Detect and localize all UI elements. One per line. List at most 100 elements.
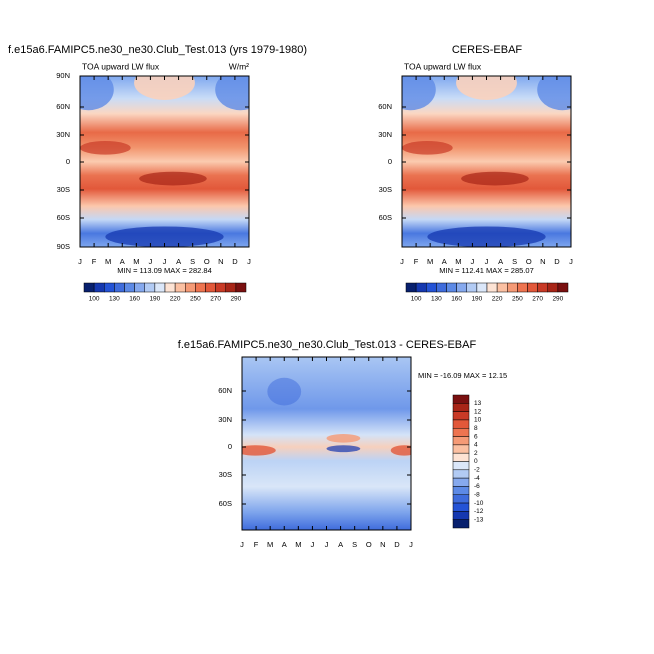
contour-blob (242, 445, 276, 456)
x-tick-label: J (163, 257, 167, 266)
y-tick-label: 0 (228, 442, 232, 451)
x-tick-label: D (554, 257, 560, 266)
colorbar-label: 4 (474, 442, 478, 449)
units-label: W/m² (229, 61, 249, 71)
contour-blob (134, 76, 195, 100)
colorbar-label: 130 (109, 296, 120, 303)
contour-blob (537, 76, 571, 111)
colorbar-label: 220 (492, 296, 503, 303)
colorbar-box (452, 411, 470, 421)
colorbar-box (452, 403, 470, 412)
y-tick-label: 30S (379, 185, 392, 194)
colorbar-label: 100 (89, 296, 100, 303)
contour-field (402, 76, 571, 247)
colorbar-label: 0 (474, 458, 478, 465)
x-tick-label: N (540, 257, 545, 266)
colorbar-box (446, 282, 457, 293)
y-tick-label: 90S (57, 242, 70, 251)
colorbar-label: 160 (129, 296, 140, 303)
colorbar-box (452, 486, 470, 495)
colorbar-box (83, 282, 95, 293)
colorbar-label: 190 (471, 296, 482, 303)
colorbar-box (154, 282, 166, 293)
colorbar-box (415, 282, 427, 293)
colorbar-box (452, 477, 470, 487)
panel-title: f.e15a6.FAMIPC5.ne30_ne30.Club_Test.013 … (178, 339, 477, 351)
colorbar-label: 10 (474, 417, 482, 424)
contour-blob (139, 171, 207, 186)
colorbar-box (405, 282, 417, 293)
colorbar-box (486, 282, 498, 293)
colorbar-label: 160 (451, 296, 462, 303)
y-tick-label: 0 (66, 157, 70, 166)
colorbar-box (93, 282, 105, 293)
x-tick-label: O (204, 257, 210, 266)
x-tick-label: F (254, 540, 259, 549)
y-tick-label: 30S (57, 185, 70, 194)
contour-blob (80, 76, 114, 111)
x-tick-label: D (394, 540, 400, 549)
contour-blob (427, 226, 546, 247)
colorbar-label: -2 (474, 467, 480, 474)
contour-blob (215, 76, 249, 111)
contour-blob (402, 140, 453, 155)
colorbar-box (452, 519, 470, 529)
colorbar-box (452, 469, 470, 479)
x-tick-label: J (400, 257, 404, 266)
x-tick-label: D (232, 257, 238, 266)
colorbar-box (452, 494, 470, 504)
x-tick-label: J (409, 540, 413, 549)
colorbar-box (185, 282, 196, 293)
colorbar-label: -13 (474, 516, 484, 523)
x-tick-label: M (267, 540, 273, 549)
x-tick-label: J (247, 257, 251, 266)
x-tick-label: A (338, 540, 343, 549)
colorbar-label: 8 (474, 425, 478, 432)
colorbar-label: 190 (149, 296, 160, 303)
contour-background (242, 357, 411, 530)
colorbar-box (466, 282, 478, 293)
colorbar-box (452, 394, 470, 404)
y-tick-label: 30N (218, 415, 232, 424)
panel-title: f.e15a6.FAMIPC5.ne30_ne30.Club_Test.013 … (8, 44, 307, 56)
x-tick-label: J (149, 257, 153, 266)
colorbar-box (114, 282, 125, 293)
contour-blob (105, 226, 224, 247)
panel-title: CERES-EBAF (452, 44, 523, 56)
x-tick-label: F (92, 257, 97, 266)
colorbar-box (426, 282, 437, 293)
colorbar-label: 290 (552, 296, 563, 303)
colorbar-label: -8 (474, 491, 480, 498)
x-tick-label: A (120, 257, 125, 266)
x-tick-label: A (498, 257, 503, 266)
colorbar-box (436, 282, 447, 293)
colorbar-box (452, 428, 470, 437)
x-tick-label: M (455, 257, 461, 266)
x-tick-label: J (471, 257, 475, 266)
colorbar-box (452, 436, 470, 446)
x-tick-label: O (526, 257, 532, 266)
contour-background (80, 76, 249, 247)
colorbar-box (456, 282, 467, 293)
colorbar-label: 270 (210, 296, 221, 303)
x-tick-label: S (352, 540, 357, 549)
contour-blob (326, 433, 361, 443)
colorbar-box (452, 419, 470, 429)
colorbar-box (134, 282, 145, 293)
contour-blob (402, 76, 436, 111)
colorbar-label: 6 (474, 433, 478, 440)
colorbar-box (476, 282, 488, 293)
x-tick-label: F (414, 257, 419, 266)
x-tick-label: J (325, 540, 329, 549)
colorbar-box (235, 282, 247, 293)
colorbar-label: -10 (474, 500, 484, 507)
colorbar-box (195, 282, 206, 293)
contour-background (402, 76, 571, 247)
y-tick-label: 30S (219, 470, 232, 479)
y-tick-label: 90N (56, 71, 70, 80)
x-tick-label: J (78, 257, 82, 266)
colorbar-box (452, 444, 470, 454)
x-tick-label: J (485, 257, 489, 266)
colorbar-box (527, 282, 538, 293)
